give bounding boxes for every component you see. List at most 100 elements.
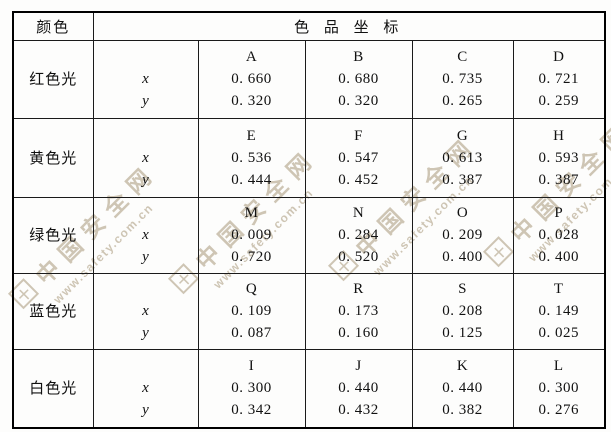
point-id: I (248, 358, 255, 375)
point-cell: H 0. 593 0. 387 (512, 117, 606, 198)
point-cell: D 0. 721 0. 259 (512, 39, 606, 119)
point-x-value: 0. 209 (442, 227, 483, 243)
point-id: G (456, 127, 469, 144)
point-cell: N 0. 284 0. 520 (304, 196, 413, 274)
x-axis-label: x (142, 227, 149, 243)
x-axis-label: x (142, 380, 149, 397)
point-cell: A 0. 660 0. 320 (197, 39, 306, 119)
point-cell: I 0. 300 0. 342 (197, 348, 306, 429)
point-x-value: 0. 028 (538, 227, 579, 243)
point-x-value: 0. 300 (538, 380, 579, 397)
point-cell: P 0. 028 0. 400 (512, 196, 606, 274)
point-cell: B 0. 680 0. 320 (304, 39, 413, 119)
point-id: Q (245, 281, 258, 297)
point-cell: L 0. 300 0. 276 (512, 348, 606, 429)
point-id: F (354, 127, 363, 144)
point-y-value: 0. 320 (338, 93, 379, 109)
point-x-value: 0. 284 (338, 227, 379, 243)
point-cell: E 0. 536 0. 444 (197, 117, 306, 198)
x-axis-label: x (142, 303, 149, 319)
point-x-value: 0. 721 (538, 71, 579, 87)
point-y-value: 0. 432 (338, 402, 379, 419)
point-id: D (553, 49, 565, 65)
point-x-value: 0. 547 (338, 149, 379, 166)
point-id: R (353, 281, 364, 297)
point-y-value: 0. 400 (442, 249, 483, 265)
row-label: 黄色光 (29, 148, 78, 167)
y-axis-label: y (142, 325, 149, 341)
y-axis-label: y (142, 402, 149, 419)
row-label-cell: 黄色光 (12, 117, 94, 198)
point-y-value: 0. 087 (231, 325, 272, 341)
point-y-value: 0. 025 (538, 325, 579, 341)
point-x-value: 0. 660 (231, 71, 272, 87)
row-label: 红色光 (29, 70, 78, 88)
point-y-value: 0. 520 (338, 249, 379, 265)
point-y-value: 0. 387 (538, 171, 579, 188)
point-x-value: 0. 440 (442, 380, 483, 397)
point-y-value: 0. 400 (538, 249, 579, 265)
point-id: A (245, 49, 258, 65)
point-cell: J 0. 440 0. 432 (304, 348, 413, 429)
point-y-value: 0. 265 (442, 93, 483, 109)
point-y-value: 0. 276 (538, 402, 579, 419)
point-id: C (457, 49, 468, 65)
point-y-value: 0. 259 (538, 93, 579, 109)
y-axis-label: y (142, 93, 149, 109)
point-x-value: 0. 593 (538, 149, 579, 166)
point-y-value: 0. 320 (231, 93, 272, 109)
point-cell: F 0. 547 0. 452 (304, 117, 413, 198)
y-axis-label: y (142, 249, 149, 265)
x-axis-label: x (142, 71, 149, 87)
point-id: P (554, 205, 564, 221)
point-id: J (355, 358, 362, 375)
point-y-value: 0. 444 (231, 171, 272, 188)
point-cell: K 0. 440 0. 382 (411, 348, 514, 429)
point-id: N (352, 205, 365, 221)
row-label-cell: 白色光 (12, 348, 94, 429)
point-x-value: 0. 536 (231, 149, 272, 166)
point-id: M (244, 205, 259, 221)
point-x-value: 0. 735 (442, 71, 483, 87)
row-label-cell: 蓝色光 (12, 272, 94, 350)
point-x-value: 0. 613 (442, 149, 483, 166)
point-id: B (353, 49, 364, 65)
point-y-value: 0. 125 (442, 325, 483, 341)
point-id: L (553, 358, 564, 375)
point-cell: S 0. 208 0. 125 (411, 272, 514, 350)
point-x-value: 0. 440 (338, 380, 379, 397)
point-y-value: 0. 160 (338, 325, 379, 341)
point-id: E (246, 127, 257, 144)
point-id: S (458, 281, 467, 297)
point-y-value: 0. 387 (442, 171, 483, 188)
point-cell: C 0. 735 0. 265 (411, 39, 514, 119)
row-label: 蓝色光 (29, 302, 78, 320)
point-y-value: 0. 342 (231, 402, 272, 419)
point-id: K (456, 358, 469, 375)
point-x-value: 0. 300 (231, 380, 272, 397)
point-id: O (456, 205, 469, 221)
point-cell: G 0. 613 0. 387 (411, 117, 514, 198)
point-y-value: 0. 382 (442, 402, 483, 419)
row-label: 绿色光 (29, 226, 78, 244)
point-y-value: 0. 452 (338, 171, 379, 188)
point-y-value: 0. 720 (231, 249, 272, 265)
point-x-value: 0. 149 (538, 303, 579, 319)
point-cell: M 0. 009 0. 720 (197, 196, 306, 274)
point-cell: O 0. 209 0. 400 (411, 196, 514, 274)
point-x-value: 0. 109 (231, 303, 272, 319)
point-cell: R 0. 173 0. 160 (304, 272, 413, 350)
row-label: 白色光 (29, 379, 78, 398)
